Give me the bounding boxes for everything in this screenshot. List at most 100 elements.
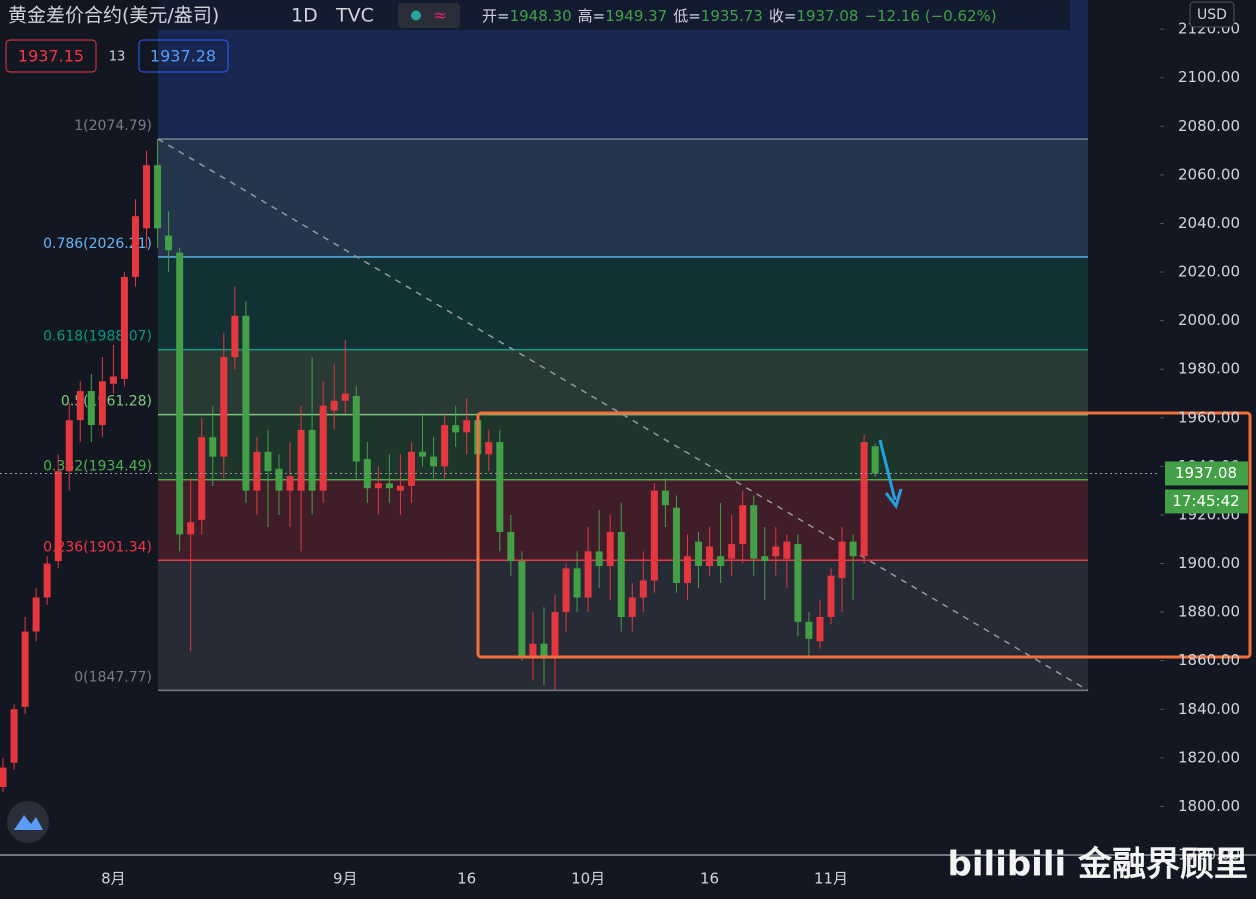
candle-body (728, 544, 736, 559)
candle-body (617, 531, 625, 617)
y-tick-label: 2040.00 (1178, 214, 1240, 232)
x-tick-label: 8月 (101, 870, 126, 888)
candle-body (706, 546, 714, 566)
x-tick-label: 16 (700, 870, 719, 888)
interval: 1D (291, 5, 318, 27)
last-price-label: 1937.08 (1175, 464, 1237, 482)
candle-body (507, 531, 515, 562)
candle-body (573, 568, 581, 598)
candle-body (109, 376, 117, 384)
candle-body (385, 483, 393, 489)
info-label: 收= (769, 7, 797, 25)
ask-box (138, 39, 229, 73)
candle-body (783, 541, 791, 559)
candle-body (143, 165, 151, 229)
watermark: bilibili 金融界顾里 (948, 845, 1248, 885)
candle-body (120, 276, 128, 379)
candle-body (683, 556, 691, 583)
fib-trend-line (157, 138, 1089, 692)
spread: 13 (109, 50, 126, 65)
countdown-box (1165, 489, 1248, 514)
quote-badges: 1937.15 13 1937.28 (5, 39, 229, 73)
candle-body (275, 468, 283, 491)
candle-body (794, 544, 802, 622)
candle-body (650, 490, 658, 581)
y-tick-label: 1820.00 (1178, 748, 1240, 766)
candle-body (76, 391, 84, 421)
y-tick-label: 1780.00 (1178, 846, 1240, 864)
bid-box (5, 39, 97, 73)
candle-body (672, 507, 680, 583)
fib-level-label: 0.786(2026.21) (43, 236, 152, 252)
candle-body (695, 541, 703, 566)
candle-body (32, 597, 40, 632)
candle-body (562, 568, 570, 613)
x-tick-label: 16 (457, 870, 476, 888)
countdown: 17:45:42 (1172, 492, 1239, 510)
candle-body (860, 442, 868, 557)
y-tick-label: 2060.00 (1178, 165, 1240, 183)
candle-body (187, 522, 195, 535)
y-tick-label: 1980.00 (1178, 360, 1240, 378)
fib-band (158, 414, 1088, 480)
candle-body (441, 425, 449, 467)
candle-body (805, 621, 813, 639)
y-tick-label: 1900.00 (1178, 554, 1240, 572)
candle-body (496, 442, 504, 532)
highlight-box (476, 411, 1252, 659)
candle-body (595, 551, 603, 566)
info-value: 1948.30 (510, 7, 572, 25)
y-tick-label: 2100.00 (1178, 68, 1240, 86)
currency-box (1189, 1, 1235, 28)
change: −12.16 (−0.62%) (864, 7, 996, 25)
x-tick-label: 9月 (333, 870, 358, 888)
fib-level-label: 0.236(1901.34) (43, 539, 152, 555)
candle-body (352, 395, 360, 462)
candle-body (154, 165, 162, 229)
y-tick-label: 2000.00 (1178, 311, 1240, 329)
candle-body (750, 505, 758, 559)
candle-body (628, 597, 636, 617)
status-dot (411, 10, 421, 21)
fib-level-label: 0.5(1961.28) (61, 394, 152, 410)
candle-body (0, 767, 7, 787)
currency: USD (1197, 7, 1227, 23)
candle-body (374, 483, 382, 489)
candle-body (584, 551, 592, 598)
candle-body (319, 405, 327, 491)
candle-body (551, 612, 559, 656)
candle-body (463, 420, 471, 433)
candle-body (407, 451, 415, 486)
info-label: 开= (482, 7, 510, 25)
fib-band (158, 138, 1088, 257)
info-value: 1937.08 (796, 7, 858, 25)
candle-body (131, 216, 139, 277)
candle-body (816, 616, 824, 642)
fib-level-label: 0.618(1988.07) (43, 329, 152, 345)
candle-body (827, 575, 835, 617)
candle-body (739, 505, 747, 545)
candle-body (65, 420, 73, 472)
y-tick-label: 1880.00 (1178, 603, 1240, 621)
y-tick-label: 1840.00 (1178, 700, 1240, 718)
candle-body (242, 315, 250, 491)
candle-body (330, 400, 338, 411)
candle-body (529, 643, 537, 656)
ohlc-line: 开=1948.30 高=1949.37 低=1935.73 收=1937.08 −12.… (482, 7, 997, 25)
candle-body (209, 437, 217, 457)
x-tick-label: 11月 (814, 870, 848, 888)
ask: 1937.28 (150, 47, 216, 66)
fib-level-label: 1(2074.79) (74, 118, 152, 134)
status-icon: ≈ (433, 6, 447, 26)
candle-body (639, 580, 647, 598)
info-value: 1935.73 (701, 7, 763, 25)
candle-body (165, 235, 173, 251)
candle-body (87, 391, 95, 426)
candle-body (297, 429, 305, 491)
candle-body (286, 476, 294, 491)
candle-body (363, 459, 371, 489)
source: TVC (335, 5, 374, 27)
candle-body (253, 451, 261, 491)
